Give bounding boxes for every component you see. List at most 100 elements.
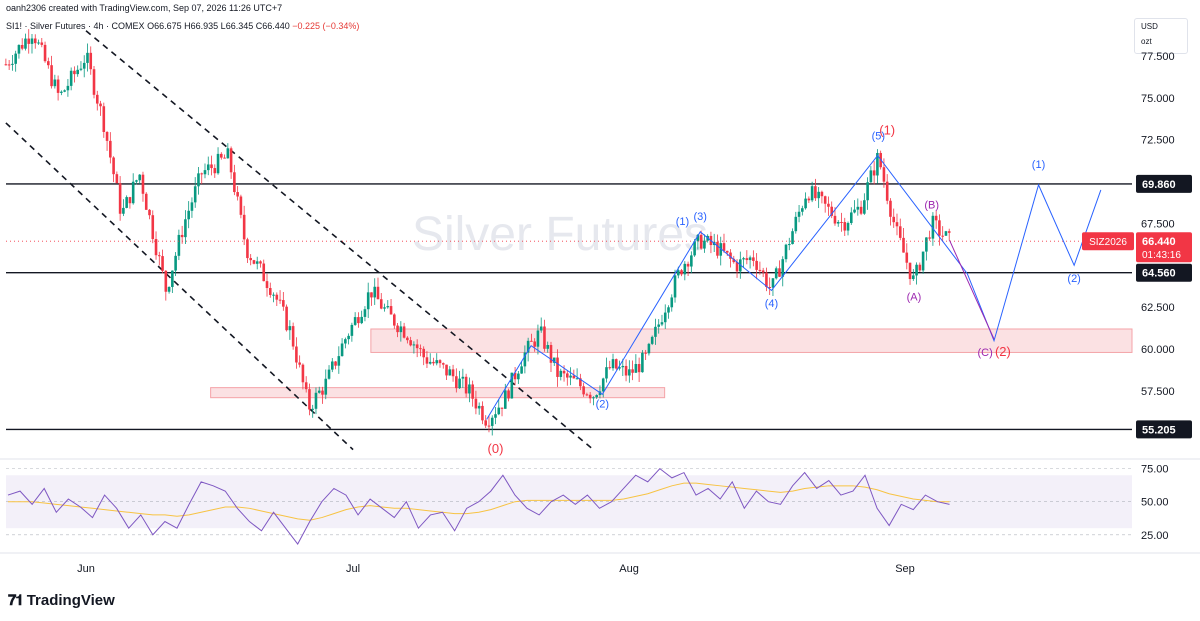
candle-body <box>268 288 272 295</box>
candle-body <box>226 148 230 159</box>
last-price-box <box>1136 232 1192 263</box>
candle-body <box>282 300 285 307</box>
candle-body <box>419 348 422 350</box>
candle-body <box>761 270 765 273</box>
candle-body <box>686 263 690 267</box>
candle-body <box>164 270 168 292</box>
candle-body <box>89 52 93 70</box>
candle-body <box>262 263 266 282</box>
high-value: 66.935 <box>190 21 219 31</box>
candle-body <box>513 372 517 380</box>
rsi-tick-label: 75.00 <box>1141 464 1169 476</box>
candle-body <box>236 192 239 197</box>
candle-body <box>650 336 654 344</box>
currency-unit-selector[interactable]: USD ozt <box>1134 18 1188 54</box>
candle-body <box>621 365 625 368</box>
candle-body <box>69 70 73 86</box>
rsi-ma-line <box>8 482 950 521</box>
candle-body <box>154 239 158 256</box>
candle-body <box>33 38 37 44</box>
candle-body <box>549 345 553 363</box>
currency-label: USD <box>1141 22 1158 31</box>
candle-body <box>206 164 210 171</box>
candle-body <box>660 322 664 325</box>
candle-body <box>220 153 223 158</box>
candle-body <box>947 231 951 233</box>
candle-body <box>843 222 847 231</box>
candle-body <box>722 243 726 251</box>
candle-body <box>105 131 109 141</box>
candle-body <box>543 326 546 349</box>
wave-label-4: (2) <box>596 399 609 411</box>
candle-body <box>360 316 363 324</box>
candle-body <box>40 42 44 45</box>
close-value: 66.440 <box>262 21 290 31</box>
candle-body <box>187 210 190 220</box>
candle-body <box>588 394 592 399</box>
candle-body <box>774 268 778 279</box>
close-label: C <box>255 21 263 31</box>
candle-body <box>941 235 944 237</box>
candle-body <box>595 395 598 398</box>
candle-body <box>295 346 298 363</box>
candle-body <box>490 417 494 426</box>
candle-body <box>125 197 128 208</box>
candle-body <box>425 357 429 364</box>
candle-body <box>634 364 638 373</box>
candle-body <box>663 312 667 323</box>
candle-body <box>859 206 863 214</box>
wave-label-8: (1) <box>1032 159 1045 171</box>
candle-body <box>131 181 135 204</box>
candle-body <box>497 407 501 415</box>
candle-body <box>944 231 948 236</box>
candle-body <box>912 275 915 280</box>
candle-body <box>520 366 523 374</box>
candle-body <box>814 186 817 199</box>
candle-body <box>654 326 657 337</box>
candle-body <box>732 258 736 263</box>
candle-body <box>608 367 612 369</box>
candle-body <box>487 425 491 427</box>
candle-body <box>184 219 187 238</box>
candle-body <box>370 292 373 298</box>
candle-body <box>905 252 909 263</box>
candle-body <box>624 365 628 376</box>
candle-body <box>415 344 419 349</box>
candle-body <box>468 384 471 394</box>
candle-body <box>902 237 905 253</box>
candle-body <box>670 297 674 308</box>
candle-body <box>344 339 347 344</box>
candle-body <box>494 414 497 418</box>
wave-label-7: (5) <box>872 131 885 143</box>
candle-body <box>223 157 226 159</box>
symbol-tag <box>1082 232 1134 251</box>
candle-body <box>229 148 233 173</box>
candle-body <box>464 376 468 394</box>
candle-body <box>693 241 696 256</box>
demand-zone-1 <box>370 328 1133 353</box>
symbol-label: SI1! · Silver Futures · 4h · COMEX <box>6 21 145 31</box>
candle-body <box>50 65 53 87</box>
candle-body <box>177 234 181 256</box>
candle-body <box>174 255 177 271</box>
candle-body <box>389 306 393 315</box>
candle-body <box>791 231 794 245</box>
symbol-tag-label: SIZ2026 <box>1089 237 1127 248</box>
candle-body <box>304 382 308 390</box>
candle-body <box>386 306 390 308</box>
wave-label-9: (2) <box>1067 273 1080 285</box>
wave-label-0: (0) <box>488 441 504 456</box>
candle-body <box>804 198 807 209</box>
candle-body <box>353 317 357 325</box>
candle-body <box>285 306 288 331</box>
low-label: L <box>220 21 226 31</box>
candle-body <box>895 222 899 227</box>
candle-body <box>203 170 207 175</box>
price-tick-label: 62.500 <box>1141 302 1175 314</box>
candle-body <box>17 44 21 54</box>
candle-body <box>47 61 50 66</box>
candle-body <box>474 398 478 409</box>
candle-body <box>171 270 174 287</box>
candle-body <box>673 275 677 298</box>
